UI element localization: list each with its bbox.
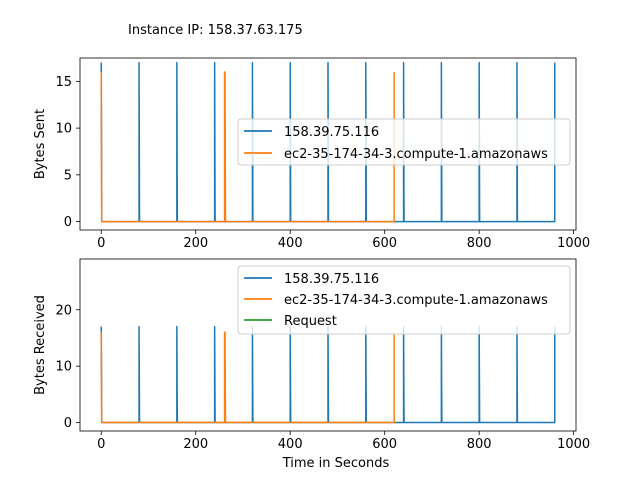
series-line-0 [100, 61, 556, 223]
x-tick-label: 200 [183, 236, 208, 251]
axes-frame [79, 57, 577, 231]
y-tick-label: 0 [64, 416, 72, 431]
bytes-received-chart: 0 200 400 600 800 1000 0 10 20 Bytes Received Time… [33, 258, 590, 471]
x-tick-label: 1000 [557, 437, 590, 452]
y-axis-label: Bytes Sent [33, 109, 48, 179]
x-tick-label: 800 [467, 437, 492, 452]
legend-entry: 158.39.75.116 [284, 125, 379, 140]
y-tick-label: 10 [55, 122, 72, 137]
y-tick-label: 10 [55, 360, 72, 375]
y-axis-label: Bytes Received [33, 295, 48, 395]
y-tick-label: 0 [64, 215, 72, 230]
y-tick-label: 5 [64, 168, 72, 183]
x-tick-label: 0 [97, 437, 105, 452]
legend-entry: Request [284, 314, 337, 329]
series-line-1 [100, 331, 395, 424]
series-line-0 [100, 325, 556, 424]
axes-frame [79, 258, 577, 432]
legend [237, 265, 571, 335]
x-tick-label: 600 [372, 236, 397, 251]
x-axis-label: Time in Seconds [282, 456, 390, 471]
legend-entry: ec2-35-174-34-3.compute-1.amazonaws [284, 147, 548, 162]
x-tick-label: 400 [278, 236, 303, 251]
x-tick-label: 200 [183, 437, 208, 452]
legend-entry: ec2-35-174-34-3.compute-1.amazonaws [284, 293, 548, 308]
x-tick-label: 800 [467, 236, 492, 251]
figure-title: Instance IP: 158.37.63.175 [128, 23, 303, 38]
legend [237, 118, 571, 166]
legend-entry: 158.39.75.116 [284, 272, 379, 287]
series-line-1 [100, 71, 395, 223]
bytes-sent-chart: 0 200 400 600 800 1000 0 5 10 15 Bytes Sent 158.39.… [33, 57, 590, 251]
x-tick-label: 400 [278, 437, 303, 452]
x-tick-label: 600 [372, 437, 397, 452]
x-tick-label: 1000 [557, 236, 590, 251]
y-tick-label: 15 [55, 75, 72, 90]
y-tick-label: 20 [55, 303, 72, 318]
x-tick-label: 0 [97, 236, 105, 251]
